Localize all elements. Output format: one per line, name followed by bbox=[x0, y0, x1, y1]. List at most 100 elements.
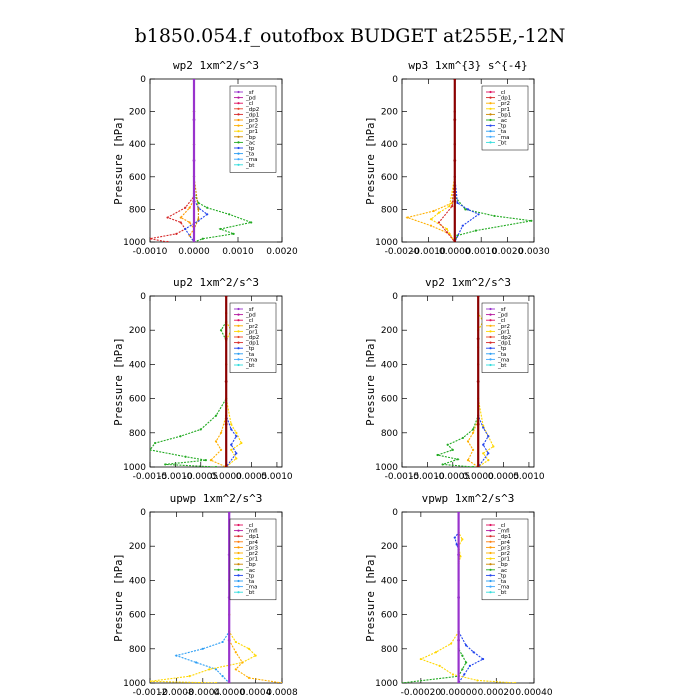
y-tick-label: 1000 bbox=[375, 238, 398, 248]
x-tick-label: 0.0000 bbox=[213, 688, 245, 698]
series-point bbox=[227, 638, 231, 642]
series-point bbox=[197, 201, 200, 204]
legend-marker bbox=[489, 557, 492, 560]
x-tick-label: -0.0010 bbox=[133, 247, 168, 257]
series-point bbox=[184, 227, 187, 231]
legend-label: _pr1 bbox=[245, 557, 258, 563]
legend-label: _pr4 bbox=[245, 540, 259, 546]
legend-marker bbox=[489, 313, 492, 316]
legend-label: _bt bbox=[497, 363, 507, 369]
legend-label: _pr2 bbox=[245, 124, 258, 130]
y-tick-label: 600 bbox=[129, 395, 146, 405]
legend-marker bbox=[237, 557, 240, 560]
series-point bbox=[206, 206, 209, 209]
legend-marker bbox=[237, 96, 240, 99]
series-line bbox=[150, 296, 227, 467]
x-tick-label: -0.0015 bbox=[385, 472, 420, 482]
legend-marker bbox=[489, 347, 492, 350]
legend-marker bbox=[237, 118, 240, 122]
series-point bbox=[230, 428, 233, 431]
series-point bbox=[461, 224, 464, 227]
panel-4: vp2 1xm^2/s^3 Pressure [hPa] 0 200 400 600 800… bbox=[365, 276, 545, 482]
series-point bbox=[221, 675, 224, 678]
legend-label: _cl bbox=[245, 318, 254, 324]
legend-label: _ma bbox=[245, 157, 257, 163]
legend-marker bbox=[237, 163, 240, 166]
series-point bbox=[514, 681, 517, 683]
x-tick-label: 0.0005 bbox=[488, 472, 520, 482]
legend-marker bbox=[489, 107, 492, 110]
series-point bbox=[192, 199, 196, 203]
series-point bbox=[471, 465, 475, 467]
legend-marker bbox=[237, 102, 240, 105]
x-tick-label: -0.0010 bbox=[158, 472, 193, 482]
series-point bbox=[232, 232, 235, 235]
x-tick-label: 0.0010 bbox=[222, 247, 254, 257]
legend-marker bbox=[237, 124, 240, 127]
series-point bbox=[208, 668, 211, 671]
series-point bbox=[429, 224, 433, 227]
series-point bbox=[476, 465, 480, 467]
legend-marker bbox=[237, 347, 240, 350]
y-tick-label: 600 bbox=[381, 173, 398, 183]
legend-label: _mfl bbox=[497, 529, 510, 535]
legend-box bbox=[481, 85, 529, 151]
legend-marker bbox=[237, 152, 240, 155]
series-point bbox=[477, 213, 480, 216]
series-point bbox=[153, 441, 157, 445]
legend-label: _pr1 bbox=[497, 107, 510, 113]
series-point bbox=[466, 208, 470, 211]
y-axis-label: Pressure [hPa] bbox=[113, 337, 125, 426]
x-tick-label: 0.0030 bbox=[518, 247, 550, 257]
series-group bbox=[435, 296, 495, 467]
series-point bbox=[446, 443, 449, 446]
x-tick-label: -0.0008 bbox=[159, 688, 194, 698]
series-point bbox=[184, 206, 187, 209]
series-point bbox=[476, 679, 479, 682]
series-point bbox=[456, 234, 459, 237]
legend-label: _pr2 bbox=[245, 324, 258, 330]
panel-5: upwp 1xm^2/s^3 Pressure [hPa] 0 200 400 600 80… bbox=[113, 492, 298, 698]
panel-title: upwp 1xm^2/s^3 bbox=[170, 492, 263, 505]
series-point bbox=[230, 423, 233, 426]
x-tick-label: -0.0005 bbox=[183, 472, 218, 482]
x-tick-label: 0.0020 bbox=[492, 247, 524, 257]
series-point bbox=[453, 159, 457, 162]
legend-marker bbox=[489, 523, 492, 527]
x-tick-label: -0.0020 bbox=[385, 247, 420, 257]
y-tick-label: 800 bbox=[381, 429, 398, 439]
series-point bbox=[219, 431, 223, 434]
y-tick-label: 1000 bbox=[375, 463, 398, 473]
series-point bbox=[432, 209, 435, 213]
legend-marker bbox=[489, 529, 492, 532]
series-point bbox=[459, 555, 462, 558]
legend-label: _pr2 bbox=[497, 551, 510, 557]
series-group bbox=[402, 512, 517, 683]
series-point bbox=[466, 459, 470, 462]
series-point bbox=[188, 675, 191, 678]
x-tick-label: 0.0000 bbox=[210, 472, 242, 482]
series-point bbox=[230, 443, 233, 446]
series-point bbox=[465, 644, 468, 647]
series-point bbox=[453, 199, 457, 203]
legend-label: _ta bbox=[497, 579, 506, 585]
series-point bbox=[464, 208, 467, 211]
series-point bbox=[219, 448, 223, 451]
series-point bbox=[197, 218, 200, 221]
series-line bbox=[419, 512, 516, 683]
legend-label: _pr2 bbox=[497, 101, 510, 107]
series-point bbox=[247, 676, 251, 679]
legend-marker bbox=[237, 324, 240, 327]
legend-marker bbox=[489, 574, 492, 577]
series-point bbox=[471, 431, 475, 434]
legend-label: _dp1 bbox=[497, 534, 511, 540]
y-tick-label: 200 bbox=[129, 542, 146, 552]
x-tick-label: -0.0005 bbox=[435, 472, 470, 482]
series-point bbox=[465, 661, 468, 664]
legend-marker bbox=[489, 307, 492, 311]
series-point bbox=[474, 229, 478, 232]
y-tick-label: 0 bbox=[140, 292, 146, 302]
series-point bbox=[227, 681, 231, 683]
series-point bbox=[280, 681, 282, 683]
series-point bbox=[224, 296, 228, 298]
